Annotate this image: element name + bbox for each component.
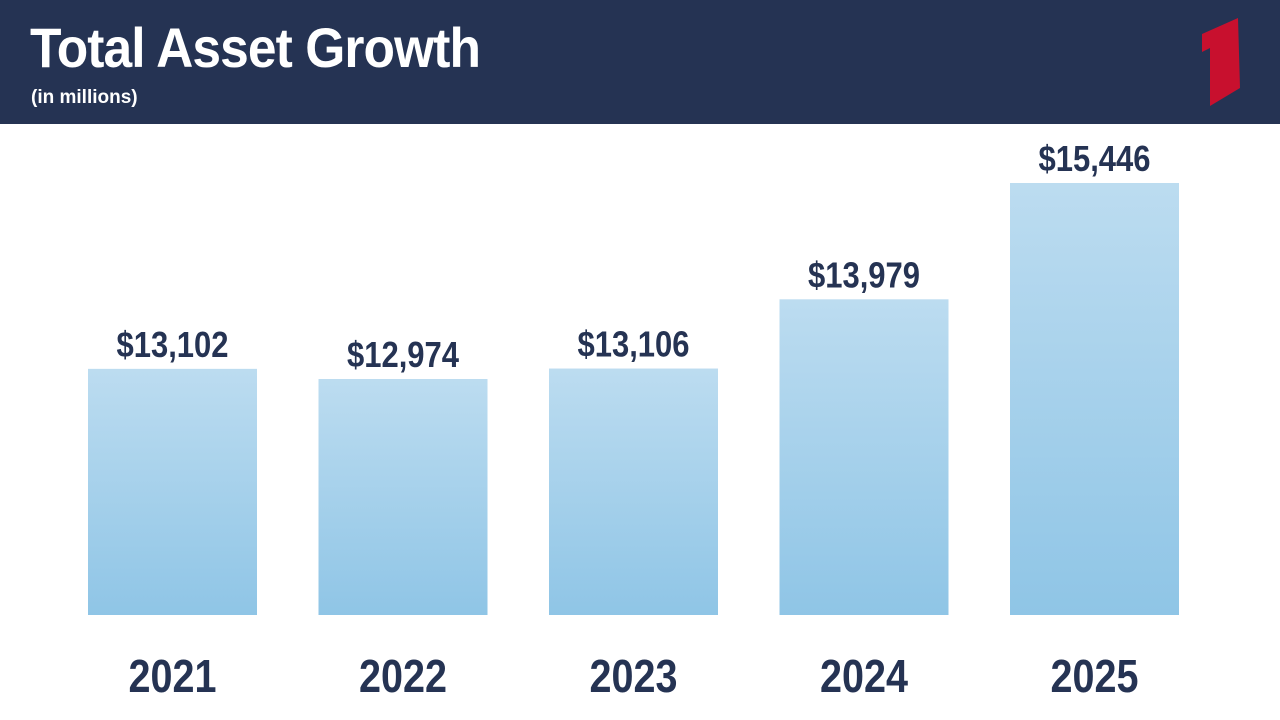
x-tick-2023: 2023 [590,650,678,702]
data-label-2021: $13,102 [117,324,229,365]
data-label-2023: $13,106 [578,324,690,365]
bar-series [88,183,1179,615]
data-labels: $13,102 $12,974 $13,106 $13,979 $15,446 [117,138,1151,375]
data-label-2024: $13,979 [808,254,920,295]
bar-chart: $13,102 $12,974 $13,106 $13,979 $15,446 2021… [88,138,1179,702]
data-label-2025: $15,446 [1039,138,1151,179]
page-subtitle: (in millions) [31,87,138,108]
x-tick-2022: 2022 [359,650,447,702]
bar-2024 [779,299,949,615]
bar-2021 [88,368,257,615]
data-label-2022: $12,974 [347,334,459,375]
x-tick-2025: 2025 [1051,650,1139,702]
bar-2025 [1010,183,1179,615]
x-axis-tick-labels: 2021 2022 2023 2024 2025 [129,650,1139,702]
page-title: Total Asset Growth [30,16,481,79]
bar-2022 [318,379,488,615]
x-tick-2024: 2024 [820,650,908,702]
bar-2023 [549,368,718,615]
red-numeral-one-logo-icon [1202,18,1240,106]
header-bar: Total Asset Growth (in millions) [0,0,1280,124]
x-tick-2021: 2021 [129,650,217,702]
